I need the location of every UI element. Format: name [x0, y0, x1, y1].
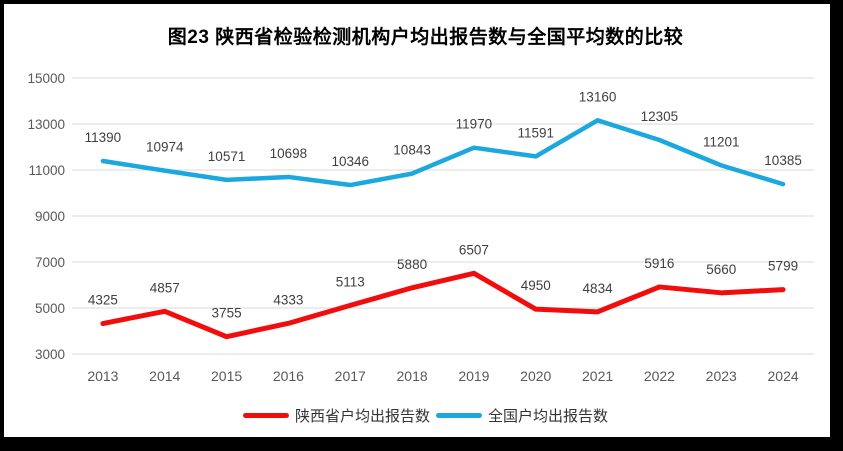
data-label-national-2017: 10346 [331, 154, 369, 169]
national-line-swatch [436, 413, 482, 418]
data-label-national-2015: 10571 [208, 149, 246, 164]
data-label-shaanxi-2016: 4333 [273, 292, 303, 307]
data-label-national-2020: 11591 [517, 125, 554, 140]
data-label-national-2024: 10385 [764, 153, 802, 168]
data-label-national-2013: 11390 [85, 130, 122, 145]
x-axis-label-2019: 2019 [458, 368, 489, 384]
data-label-shaanxi-2020: 4950 [521, 278, 551, 293]
legend-item-shaanxi: 陕西省户均出报告数 [242, 405, 430, 426]
x-axis-label-2016: 2016 [273, 368, 304, 384]
x-axis-label-2024: 2024 [768, 368, 799, 384]
y-axis-tick-13000: 13000 [27, 117, 65, 132]
data-label-shaanxi-2015: 3755 [212, 306, 242, 321]
x-axis-label-2013: 2013 [87, 368, 118, 384]
data-label-shaanxi-2024: 5799 [768, 259, 798, 274]
data-label-national-2022: 12305 [641, 109, 679, 124]
data-label-national-2018: 10843 [393, 143, 431, 158]
y-axis-tick-5000: 5000 [35, 301, 65, 316]
data-label-shaanxi-2018: 5880 [397, 257, 427, 272]
legend-label-national: 全国户均出报告数 [488, 408, 609, 425]
x-axis-label-2017: 2017 [335, 368, 366, 384]
chart-title: 图23 陕西省检验检测机构户均出报告数与全国平均数的比较 [167, 27, 684, 48]
y-axis-tick-3000: 3000 [35, 347, 65, 362]
shaanxi-series-line [100, 270, 786, 340]
data-label-shaanxi-2014: 4857 [150, 280, 180, 295]
y-axis-tick-11000: 11000 [28, 163, 65, 178]
y-axis-tick-9000: 9000 [35, 209, 65, 224]
data-label-shaanxi-2021: 4834 [583, 281, 614, 296]
y-axis-tick-7000: 7000 [35, 255, 65, 270]
data-label-national-2021: 13160 [579, 89, 617, 104]
line-chart: 3000 5000 7000 9000 11000 13000 15000 2013 2014 2… [27, 71, 814, 384]
data-label-shaanxi-2019: 6507 [459, 242, 489, 257]
x-axis-label-2022: 2022 [644, 368, 675, 384]
data-label-shaanxi-2022: 5916 [644, 256, 674, 271]
chart-legend: 陕西省户均出报告数 全国户均出报告数 [4, 405, 843, 426]
data-label-national-2019: 11970 [456, 117, 493, 132]
legend-item-national: 全国户均出报告数 [436, 405, 608, 426]
data-label-national-2016: 10698 [270, 146, 308, 161]
data-label-shaanxi-2013: 4325 [88, 293, 118, 308]
data-label-national-2014: 10974 [146, 140, 184, 155]
x-axis-label-2014: 2014 [149, 368, 180, 384]
y-axis-tick-15000: 15000 [27, 71, 65, 86]
x-axis-label-2023: 2023 [706, 368, 737, 384]
x-axis-label-2020: 2020 [520, 368, 551, 384]
data-label-national-2023: 11201 [703, 134, 740, 149]
x-axis-label-2021: 2021 [582, 368, 613, 384]
legend-label-shaanxi: 陕西省户均出报告数 [294, 408, 430, 425]
data-label-shaanxi-2023: 5660 [706, 262, 736, 277]
x-axis-label-2018: 2018 [397, 368, 428, 384]
x-axis-label-2015: 2015 [211, 368, 242, 384]
shaanxi-line-swatch [242, 413, 289, 418]
national-series-line [100, 118, 786, 188]
chart-canvas: 图23 陕西省检验检测机构户均出报告数与全国平均数的比较 3000 5000 700… [4, 4, 830, 437]
data-label-shaanxi-2017: 5113 [336, 274, 365, 289]
